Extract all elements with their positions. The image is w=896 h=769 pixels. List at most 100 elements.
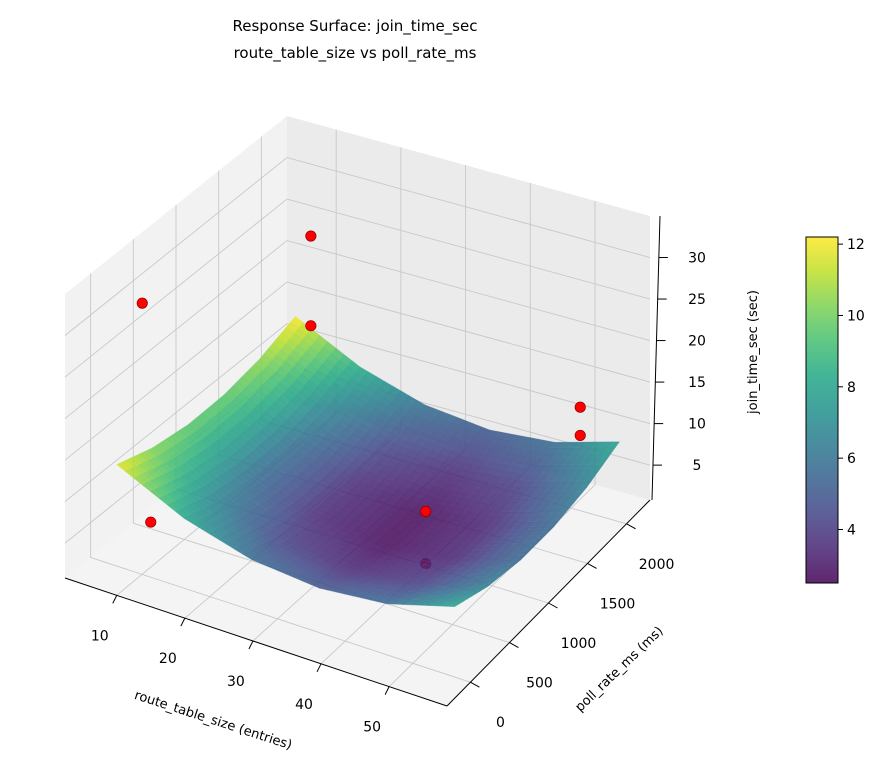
surface-mesh-line — [228, 390, 558, 523]
surface-facet — [445, 603, 460, 608]
surface-mesh-line — [143, 451, 480, 592]
surface-mesh-line — [158, 347, 337, 499]
x-axis-label: route_table_size (entries) — [132, 688, 293, 753]
surface-mesh-line — [310, 426, 482, 585]
surface-mesh-line — [268, 410, 442, 568]
surface-mesh-line — [243, 399, 418, 555]
surface-mesh-line — [378, 440, 547, 603]
surface-mesh-line — [121, 462, 459, 605]
x-tick — [180, 617, 186, 627]
z-tick-label: 5 — [693, 458, 702, 474]
surface-mesh-line — [429, 441, 596, 606]
x-tick-label: 10 — [91, 628, 109, 644]
surface-mesh-line — [134, 455, 472, 597]
surface-mesh-line — [201, 413, 533, 548]
surface-mesh-line — [201, 376, 377, 530]
surface-mesh-line — [290, 321, 616, 449]
y-tick — [626, 523, 636, 530]
surface-mesh-line — [302, 423, 474, 582]
surface-mesh-line — [272, 342, 599, 471]
y-tick-label: 2000 — [639, 557, 675, 573]
surface-mesh-line — [237, 381, 566, 513]
surface-mesh-line — [129, 458, 467, 600]
x-tick-label: 20 — [159, 651, 177, 667]
colorbar-tick-label: 4 — [847, 522, 856, 538]
grid-line-z-left — [64, 281, 288, 461]
x-tick — [248, 640, 254, 650]
surface-mesh-line — [161, 441, 496, 581]
surface-mesh-line — [263, 353, 591, 483]
surface-mesh-line — [205, 409, 538, 544]
data-point — [574, 429, 586, 441]
x-axis-line — [64, 577, 448, 707]
surface-mesh-line — [412, 441, 580, 606]
grid-line-z-left — [64, 323, 288, 502]
z-tick-label: 30 — [688, 251, 706, 267]
surface-mesh-line — [174, 433, 509, 571]
surface-mesh-line — [125, 322, 304, 472]
z-axis-label: join_time_sec (sec) — [746, 290, 761, 415]
grid-line-y-floor — [90, 557, 471, 683]
surface-mesh-line — [241, 376, 571, 508]
data-point — [145, 516, 157, 528]
surface-mesh-line — [361, 437, 531, 599]
z-tick-label: 15 — [688, 375, 706, 391]
chart-subtitle: route_table_size vs poll_rate_ms — [234, 44, 477, 63]
y-tick-label: 500 — [526, 676, 553, 692]
y-tick — [548, 602, 558, 609]
surface-mesh-line — [403, 441, 572, 605]
surface-mesh-line — [260, 407, 434, 564]
surface-mesh-line — [251, 404, 426, 560]
grid-line-z-back — [286, 157, 651, 258]
surface-mesh-line — [281, 332, 608, 460]
surface-mesh-line — [141, 335, 320, 485]
surface-mesh-line — [327, 431, 499, 591]
surface-mesh-line — [217, 385, 393, 540]
surface-mesh-line — [116, 464, 455, 607]
surface-mesh-line — [232, 385, 562, 518]
surface-mesh-line — [395, 442, 563, 605]
surface-mesh-line — [420, 441, 588, 606]
scatter-points — [136, 230, 586, 517]
surface-mesh-line — [192, 420, 525, 557]
z-tick-label: 25 — [688, 292, 706, 308]
surface-mesh-line — [125, 460, 463, 602]
colorbar-gradient — [805, 236, 839, 584]
surface-mesh-line — [184, 366, 361, 519]
surface-mesh-line — [226, 390, 401, 545]
chart-title: Response Surface: join_time_sec — [233, 17, 478, 36]
surface-mesh-line — [454, 441, 620, 607]
surface-mesh-line — [223, 394, 554, 528]
colorbar-tick-label: 12 — [847, 237, 865, 253]
surface-mesh-line — [170, 436, 505, 574]
response-surface — [116, 315, 621, 608]
surface-mesh-line — [234, 395, 409, 550]
surface-mesh-line — [268, 348, 595, 477]
surface-mesh-line — [437, 441, 604, 607]
grid-line-z-left — [64, 198, 288, 378]
data-point — [574, 401, 586, 413]
grid-line-z-back — [286, 281, 651, 383]
surface-mesh-line — [369, 439, 539, 601]
surface-mesh-line — [175, 360, 353, 512]
surface-mesh-line — [446, 441, 612, 607]
surface-mesh-line — [259, 358, 587, 488]
colorbar-tick-label: 6 — [847, 451, 856, 467]
y-tick — [509, 642, 519, 649]
surface-mesh-line — [353, 435, 523, 597]
surface-mesh-line — [188, 424, 521, 561]
surface-mesh-line — [209, 381, 385, 535]
surface-mesh-line — [319, 429, 491, 589]
surface-mesh-line — [277, 337, 604, 466]
surface-mesh-line — [277, 414, 450, 571]
surface-mesh-line — [138, 453, 476, 595]
surface-mesh-line — [295, 316, 620, 443]
x-tick-label: 40 — [295, 697, 313, 713]
surface-mesh-line — [246, 372, 575, 503]
z-tick-label: 10 — [688, 417, 706, 433]
surface-mesh-line — [250, 367, 579, 498]
surface-mesh-line — [156, 444, 492, 584]
surface-mesh-line — [147, 449, 484, 590]
surface-mesh-line — [167, 354, 345, 506]
